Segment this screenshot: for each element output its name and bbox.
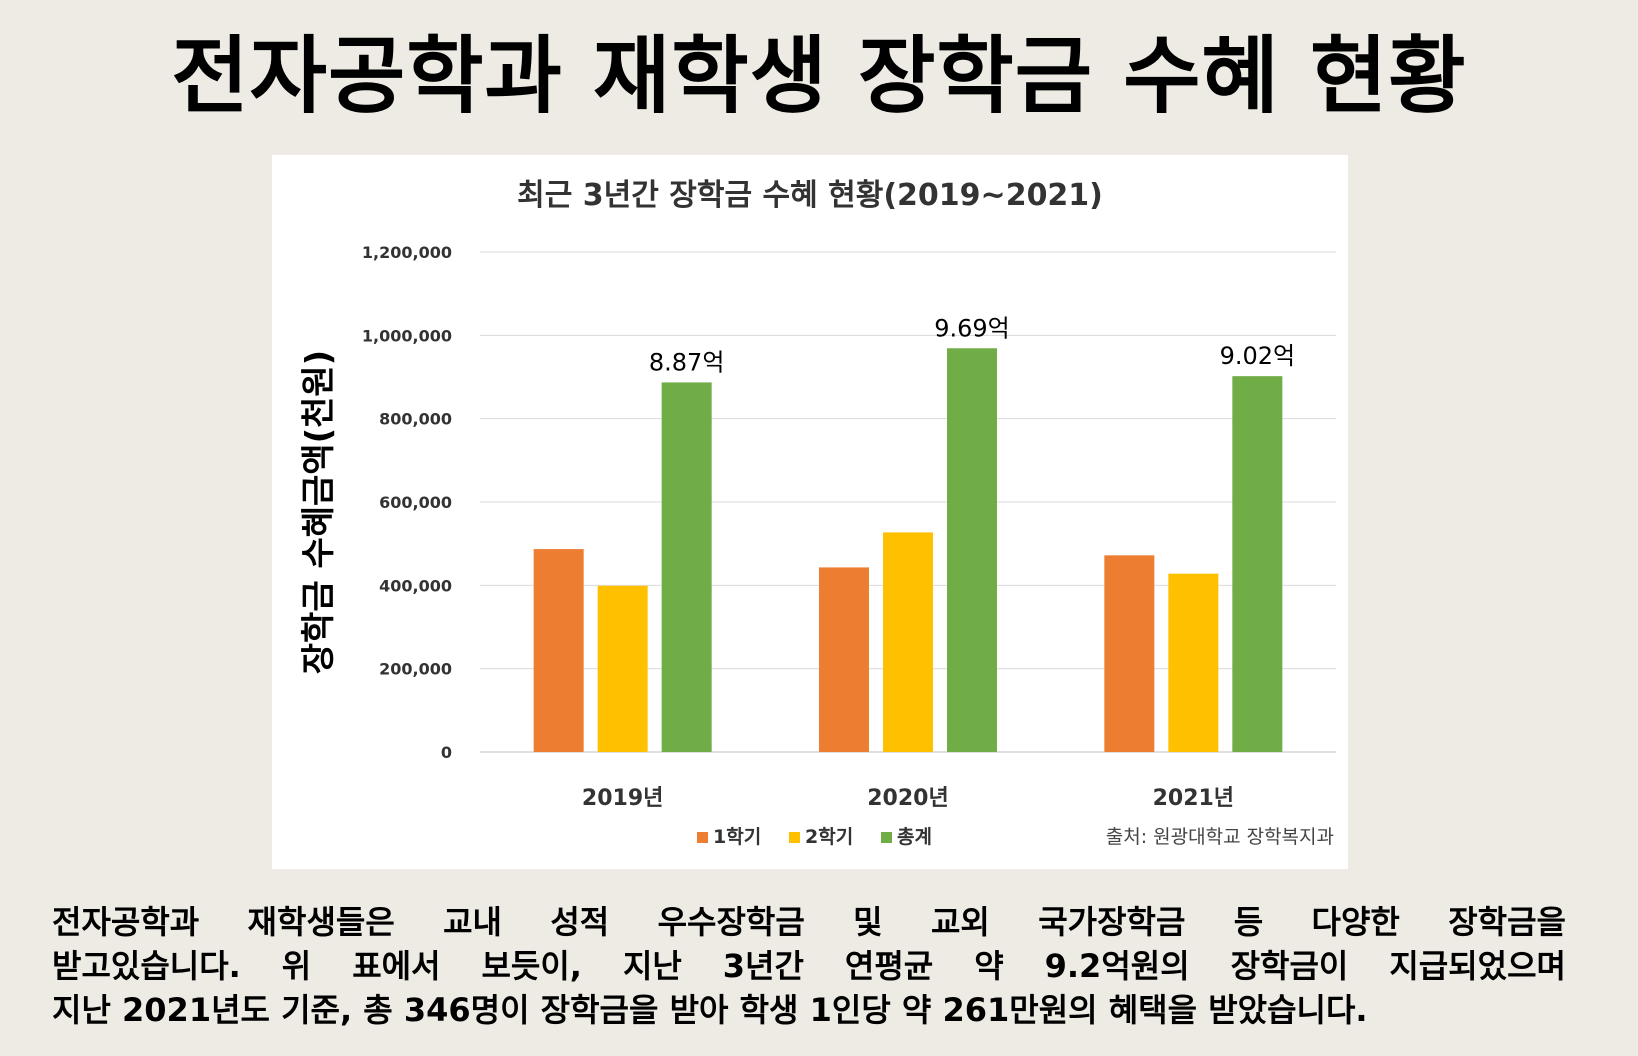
x-tick-label: 2020년	[867, 786, 948, 811]
x-tick-label: 2021년	[1153, 786, 1234, 811]
y-tick-label: 800,000	[379, 410, 452, 429]
legend-swatch	[697, 832, 708, 843]
bar-2	[597, 585, 648, 752]
legend-label: 2학기	[805, 826, 853, 848]
description-line-3: 지난 2021년도 기준, 총 346명이 장학금을 받아 학생 1인당 약 2…	[52, 991, 1368, 1029]
legend-swatch	[789, 832, 800, 843]
y-tick-label: 400,000	[379, 576, 452, 595]
total-annotation: 9.02억	[1220, 342, 1296, 370]
page-title: 전자공학과 재학생 장학금 수혜 현황	[171, 27, 1467, 125]
y-axis-label: 장학금 수혜금액(천원)	[299, 350, 339, 674]
legend-label: 1학기	[713, 826, 761, 848]
description-text: 전자공학과 재학생들은 교내 성적 우수장학금 및 교외 국가장학금 등 다양한…	[52, 900, 1566, 1032]
bar-2	[1168, 573, 1219, 752]
description-line-2: 받고있습니다. 위 표에서 보듯이, 지난 3년간 연평균 약 9.2억원의 장…	[52, 947, 1566, 985]
bar-1	[819, 567, 869, 752]
scholarship-bar-chart: 최근 3년간 장학금 수혜 현황(2019~2021) 0 200,000 400,0…	[299, 178, 1336, 848]
source-note: 출처: 원광대학교 장학복지과	[1106, 826, 1334, 848]
y-tick-label: 0	[441, 743, 452, 762]
bar-3	[661, 382, 712, 752]
y-tick-label: 200,000	[379, 660, 452, 679]
bar-3	[1232, 376, 1283, 752]
description-line-1: 전자공학과 재학생들은 교내 성적 우수장학금 및 교외 국가장학금 등 다양한…	[52, 903, 1566, 941]
chart-title: 최근 3년간 장학금 수혜 현황(2019~2021)	[517, 178, 1103, 213]
total-annotation: 9.69억	[934, 314, 1010, 342]
y-tick-label: 1,200,000	[362, 243, 452, 262]
bar-1	[533, 549, 584, 752]
legend-label: 총계	[897, 826, 932, 848]
y-tick-label: 1,000,000	[362, 326, 452, 345]
chart-card: 최근 3년간 장학금 수혜 현황(2019~2021) 0 200,000 400,0…	[272, 155, 1348, 869]
bar-3	[947, 348, 997, 752]
bar-1	[1104, 555, 1155, 752]
y-tick-label: 600,000	[379, 493, 452, 512]
total-annotation: 8.87억	[649, 348, 725, 376]
x-tick-label: 2019년	[582, 786, 663, 811]
legend-swatch	[881, 832, 892, 843]
bar-2	[883, 532, 933, 752]
